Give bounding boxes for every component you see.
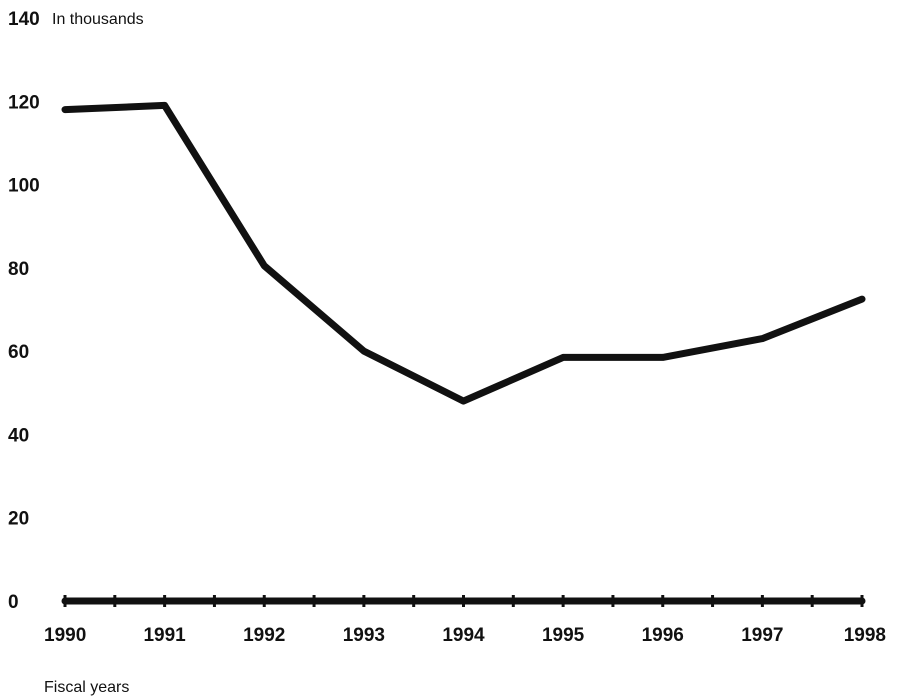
y-tick-label: 20 — [8, 509, 29, 530]
series-line — [61, 101, 866, 405]
x-tick-label: 1995 — [542, 625, 585, 646]
x-tick-label: 1996 — [642, 625, 684, 646]
y-tick-label: 40 — [8, 425, 29, 446]
y-tick-label: 0 — [8, 592, 19, 613]
y-tick-label: 60 — [8, 342, 29, 363]
y-tick-label: 140 — [8, 9, 40, 30]
y-tick-label: 80 — [8, 259, 29, 280]
x-tick-label: 1991 — [143, 625, 186, 646]
y-axis-tick-labels: 0 20 40 60 80 100 120 140 — [8, 9, 40, 613]
x-tick-label: 1997 — [741, 625, 783, 646]
y-tick-label: 120 — [8, 92, 40, 113]
x-tick-label: 1994 — [442, 625, 485, 646]
x-tick-label: 1993 — [343, 625, 385, 646]
x-tick-label: 1992 — [243, 625, 285, 646]
y-tick-label: 100 — [8, 176, 40, 197]
x-tick-label: 1998 — [844, 625, 886, 646]
y-axis-unit-label: In thousands — [52, 11, 144, 28]
x-tick-label: 1990 — [44, 625, 86, 646]
x-axis-tick-labels: 1990 1991 1992 1993 1994 1995 1996 1997 1998 — [44, 625, 886, 646]
x-axis — [61, 595, 866, 607]
x-axis-title: Fiscal years — [44, 679, 129, 696]
